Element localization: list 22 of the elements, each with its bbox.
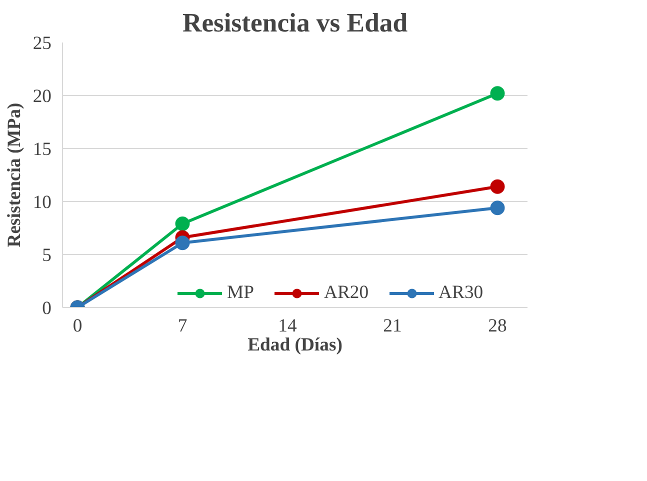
x-tick-label: 0 (72, 316, 82, 336)
chart-title: Resistencia vs Edad (182, 8, 408, 38)
point (490, 200, 505, 216)
y-tick-label: 15 (32, 139, 52, 160)
x-tick-label: 14 (278, 316, 298, 336)
x-tick-label: 28 (488, 316, 507, 336)
point (490, 179, 505, 194)
y-tick-label: 20 (32, 86, 52, 107)
y-axis-title: Resistencia (MPa) (4, 102, 25, 248)
x-axis-title: Edad (Días) (248, 334, 342, 356)
y-tick-label: 25 (32, 33, 52, 54)
point (175, 236, 190, 250)
point (490, 86, 505, 101)
x-tick-label: 7 (178, 316, 188, 336)
legend-label: AR30 (438, 282, 484, 304)
point (175, 216, 190, 231)
legend-label: AR20 (324, 282, 369, 304)
y-tick-label: 0 (42, 298, 52, 319)
x-tick-label: 21 (383, 316, 402, 336)
legend-label: MP (227, 282, 254, 304)
y-tick-label: 5 (42, 245, 52, 266)
y-tick-label: 10 (32, 192, 52, 213)
